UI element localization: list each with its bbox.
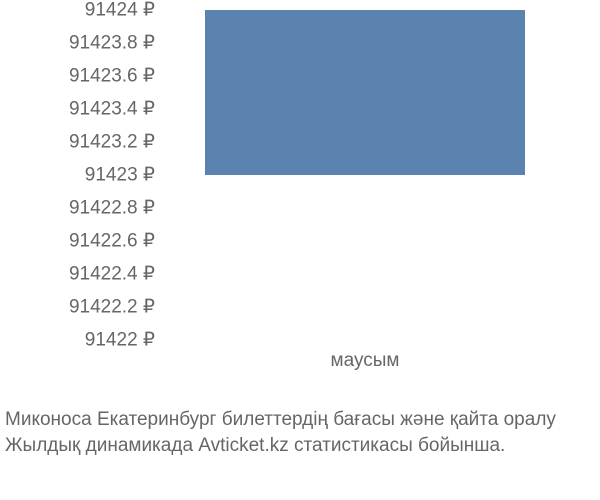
y-tick-label: 91422.2 ₽ <box>69 296 155 319</box>
chart-caption: Миконоса Екатеринбург билеттердің бағасы… <box>5 407 595 460</box>
y-tick-label: 91422.8 ₽ <box>69 197 155 220</box>
plot-area <box>165 10 565 340</box>
caption-line-1: Миконоса Екатеринбург билеттердің бағасы… <box>5 407 595 434</box>
bar <box>205 10 525 175</box>
y-tick-label: 91424 ₽ <box>85 0 155 22</box>
y-tick-label: 91422.6 ₽ <box>69 230 155 253</box>
chart-container: 91424 ₽ 91423.8 ₽ 91423.6 ₽ 91423.4 ₽ 91423.… <box>0 0 600 380</box>
caption-line-2: Жылдық динамикада Avticket.kz статистика… <box>5 433 595 460</box>
y-tick-label: 91423.6 ₽ <box>69 65 155 88</box>
y-tick-label: 91423.8 ₽ <box>69 32 155 55</box>
x-tick-label: маусым <box>331 350 400 372</box>
y-tick-label: 91423.2 ₽ <box>69 131 155 154</box>
y-tick-label: 91423.4 ₽ <box>69 98 155 121</box>
y-tick-label: 91423 ₽ <box>85 164 155 187</box>
y-axis: 91424 ₽91423.8 ₽91423.6 ₽91423.4 ₽91423.… <box>0 10 155 340</box>
y-tick-label: 91422 ₽ <box>85 329 155 352</box>
y-tick-label: 91422.4 ₽ <box>69 263 155 286</box>
